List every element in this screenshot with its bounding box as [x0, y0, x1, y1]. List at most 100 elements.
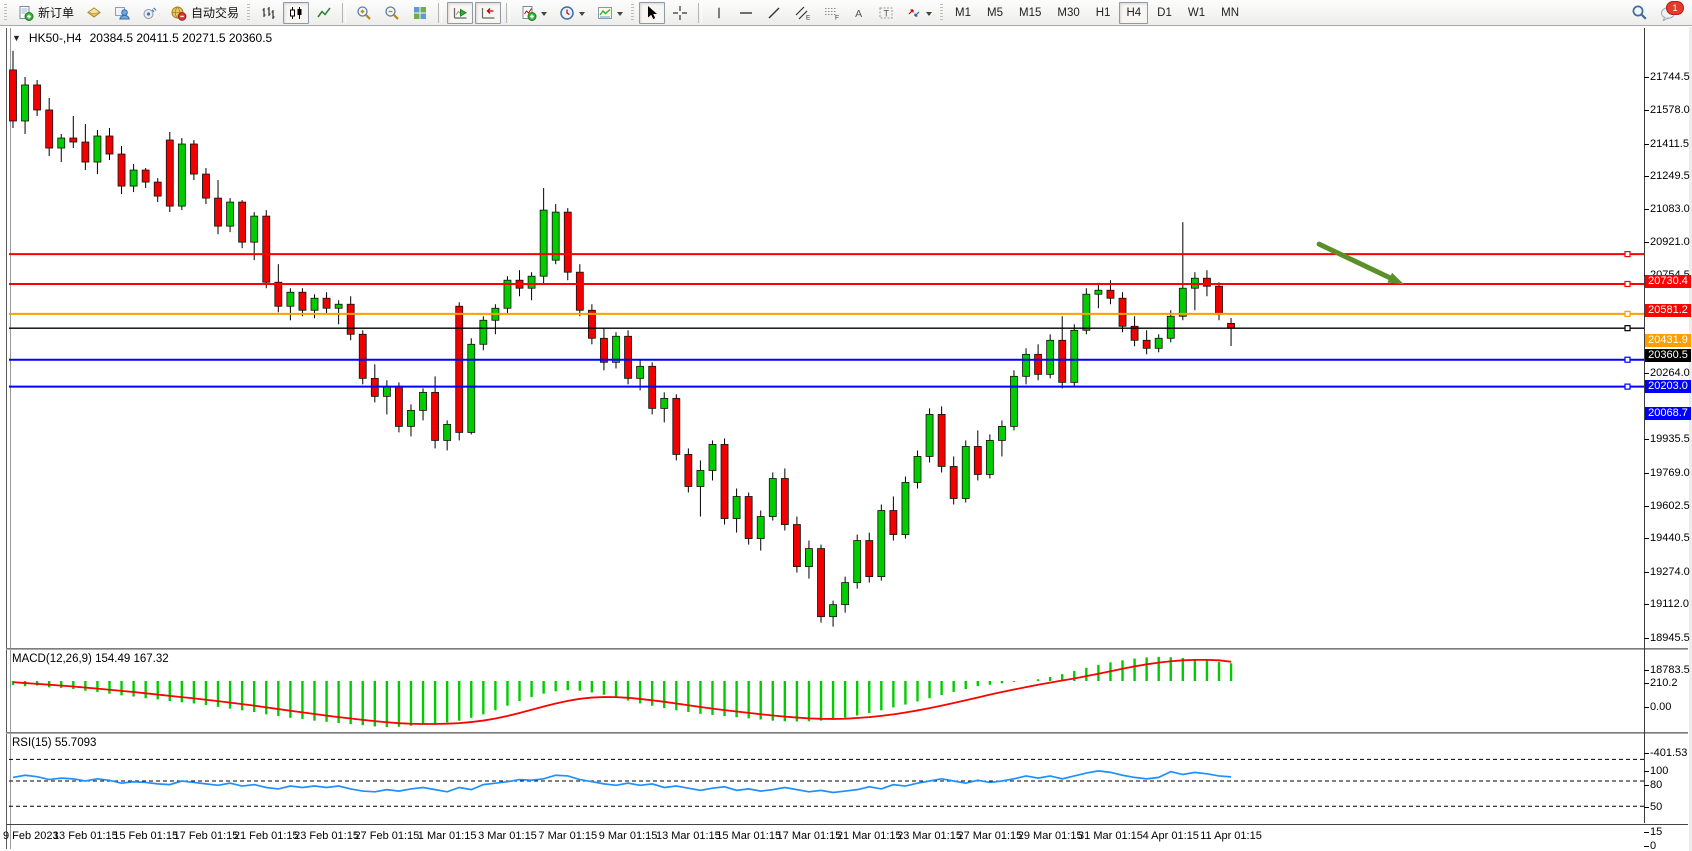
fibonacci-button[interactable]: F — [818, 2, 845, 24]
channel-button[interactable]: E — [789, 2, 816, 24]
cursor-button[interactable] — [639, 1, 666, 24]
svg-text:E: E — [806, 14, 811, 21]
timeframe-m5-button[interactable]: M5 — [980, 2, 1010, 24]
zoom-in-button[interactable] — [351, 2, 377, 24]
profile-button[interactable] — [109, 2, 135, 24]
chart-symbol-header[interactable]: ▼ HK50-,H4 20384.5 20411.5 20271.5 20360… — [12, 31, 272, 45]
bar-chart-button[interactable] — [255, 2, 281, 24]
price-axis-tick: 19274.0 — [1644, 565, 1690, 578]
new-order-icon — [19, 5, 34, 21]
tile-windows-button[interactable] — [407, 2, 433, 24]
price-axis-tick: 18945.5 — [1644, 631, 1690, 644]
level-price-label: 20581.2 — [1645, 304, 1691, 318]
price-axis-tick: 19440.5 — [1644, 532, 1690, 545]
auto-scroll-button[interactable] — [447, 1, 474, 24]
toolbar-separator — [506, 2, 511, 23]
panel-splitter[interactable] — [6, 732, 1688, 733]
time-axis[interactable]: 9 Feb 2023 13 Feb 01:15 15 Feb 01:15 17 Feb… — [0, 830, 1692, 848]
time-axis-label: 17 Feb 01:15 — [173, 830, 239, 842]
alerts-button[interactable] — [137, 2, 163, 24]
text-button[interactable]: A — [847, 2, 871, 24]
time-axis-label: 9 Feb 2023 — [3, 830, 59, 842]
indicators-button[interactable] — [515, 2, 552, 24]
toolbar-grip[interactable] — [631, 3, 635, 22]
trend-arrow-annotation — [1316, 241, 1398, 283]
line-chart-button[interactable] — [311, 2, 337, 24]
new-order-button[interactable]: 新订单 — [12, 2, 79, 24]
svg-text:A: A — [855, 7, 862, 19]
tile-windows-icon — [414, 6, 427, 19]
time-axis-label: 15 Mar 01:15 — [716, 830, 782, 842]
candle-chart-button[interactable] — [283, 1, 310, 24]
timeframe-w1-button[interactable]: W1 — [1181, 2, 1212, 24]
timeframe-m15-button[interactable]: M15 — [1012, 2, 1048, 24]
text-label-icon: T — [879, 7, 893, 18]
vertical-line-button[interactable] — [707, 2, 731, 24]
price-axis-tick: 21578.0 — [1644, 104, 1690, 117]
arrow-tools-button[interactable] — [901, 2, 937, 24]
chart-shift-icon — [481, 7, 495, 19]
chart-symbol-period: HK50-,H4 — [28, 31, 82, 45]
timeframe-h1-button[interactable]: H1 — [1089, 2, 1118, 24]
chevron-down-icon: ▼ — [12, 33, 21, 43]
profile-icon — [115, 6, 130, 19]
price-axis-tick: 20264.0 — [1644, 367, 1690, 380]
time-axis-label: 9 Mar 01:15 — [598, 830, 658, 842]
time-axis-label: 13 Feb 01:15 — [52, 830, 118, 842]
time-axis-label: 1 Mar 01:15 — [417, 830, 477, 842]
chart-ohlc-values: 20384.5 20411.5 20271.5 20360.5 — [89, 31, 273, 45]
rsi-axis-tick: 15 — [1643, 826, 1663, 839]
level-price-label: 20203.0 — [1645, 380, 1691, 394]
horizontal-line-button[interactable] — [733, 2, 759, 24]
timeframe-mn-button[interactable]: MN — [1214, 2, 1246, 24]
time-axis-label: 15 Feb 01:15 — [113, 830, 179, 842]
notifications-button[interactable]: 1 — [1655, 0, 1684, 24]
zoom-out-button[interactable] — [379, 2, 405, 24]
chart-shift-button[interactable] — [475, 1, 502, 24]
toolbar-separator — [438, 2, 443, 23]
panel-splitter[interactable] — [6, 648, 1688, 649]
text-label-button[interactable]: T — [873, 2, 899, 24]
toolbar-grip[interactable] — [4, 3, 7, 22]
styles-icon — [87, 6, 101, 18]
time-axis-label: 31 Mar 01:15 — [1078, 830, 1143, 842]
timeframe-h4-button[interactable]: H4 — [1119, 1, 1149, 24]
crosshair-button[interactable] — [667, 2, 693, 24]
price-axis-tick: 19769.0 — [1644, 466, 1690, 479]
chart-window: ▼ HK50-,H4 20384.5 20411.5 20271.5 20360… — [0, 27, 1692, 851]
timeframe-m1-button[interactable]: M1 — [948, 2, 978, 24]
time-axis-label: 21 Feb 01:15 — [233, 830, 299, 842]
time-axis-label: 27 Mar 01:15 — [957, 830, 1023, 842]
macd-canvas[interactable] — [9, 650, 1644, 732]
trendline-button[interactable] — [761, 2, 787, 24]
current-price-label: 20360.5 — [1645, 348, 1691, 362]
alerts-icon — [143, 6, 157, 19]
search-button[interactable] — [1626, 2, 1653, 24]
toolbar-grip[interactable] — [247, 3, 251, 22]
price-chart-canvas[interactable] — [9, 28, 1644, 648]
price-axis-tick: 18783.5 — [1644, 663, 1690, 676]
rsi-canvas[interactable] — [9, 734, 1644, 824]
toolbar-separator — [342, 2, 347, 23]
auto-trading-button[interactable]: 自动交易 — [165, 2, 244, 24]
level-price-label: 20431.9 — [1645, 334, 1691, 348]
styles-button[interactable] — [81, 2, 107, 24]
time-axis-label: 23 Mar 01:15 — [897, 830, 962, 842]
timeframe-d1-button[interactable]: D1 — [1150, 2, 1179, 24]
rsi-axis-tick: 100 — [1643, 765, 1669, 777]
rsi-axis-tick: 50 — [1643, 801, 1663, 813]
candle-chart-icon — [290, 6, 302, 19]
periods-button[interactable] — [554, 2, 590, 24]
main-toolbar: 新订单 自动交易 — [0, 0, 1692, 26]
fibonacci-icon: F — [825, 7, 839, 21]
text-icon: A — [855, 7, 862, 19]
templates-icon — [598, 6, 613, 19]
time-axis-label: 4 Apr 01:15 — [1142, 830, 1199, 842]
timeframe-group: M1 M5 M15 M30 H1 H4 D1 W1 MN — [947, 1, 1247, 24]
price-axis-tick: 21744.5 — [1644, 71, 1690, 83]
templates-button[interactable] — [592, 2, 628, 24]
toolbar-grip[interactable] — [940, 3, 944, 22]
timeframe-m30-button[interactable]: M30 — [1050, 2, 1086, 24]
cursor-icon — [648, 5, 658, 19]
time-axis-label: 29 Mar 01:15 — [1017, 830, 1083, 842]
